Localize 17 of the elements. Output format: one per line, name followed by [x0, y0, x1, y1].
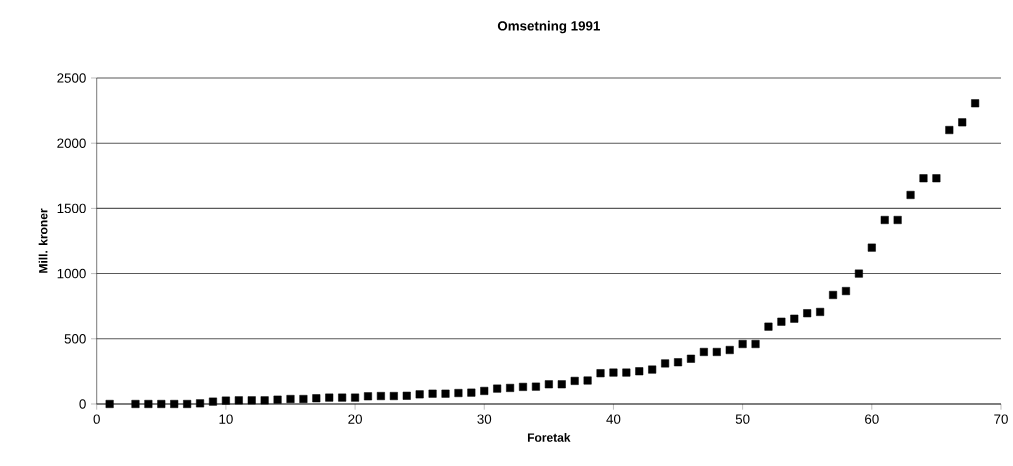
x-tick-label: 10 [219, 414, 233, 424]
x-tick-label: 70 [994, 414, 1008, 424]
x-tick-label: 60 [865, 414, 879, 424]
chart-title: Omsetning 1991 [497, 20, 600, 34]
x-tick-label: 30 [477, 414, 492, 424]
y-axis-title: Mill. kroner [38, 208, 48, 273]
x-tick-label: 20 [348, 414, 362, 424]
y-tick-label: 2500 [57, 73, 86, 83]
x-tick-label: 50 [735, 414, 750, 424]
x-tick-label: 40 [606, 414, 621, 424]
y-tick-label: 1500 [57, 203, 86, 214]
x-tick-label: 0 [93, 414, 100, 424]
x-axis-title: Foretak [527, 432, 571, 442]
y-tick-label: 500 [64, 334, 86, 344]
y-tick-label: 2000 [57, 138, 86, 148]
y-tick-label: 0 [79, 399, 86, 409]
y-tick-label: 1000 [57, 268, 86, 279]
